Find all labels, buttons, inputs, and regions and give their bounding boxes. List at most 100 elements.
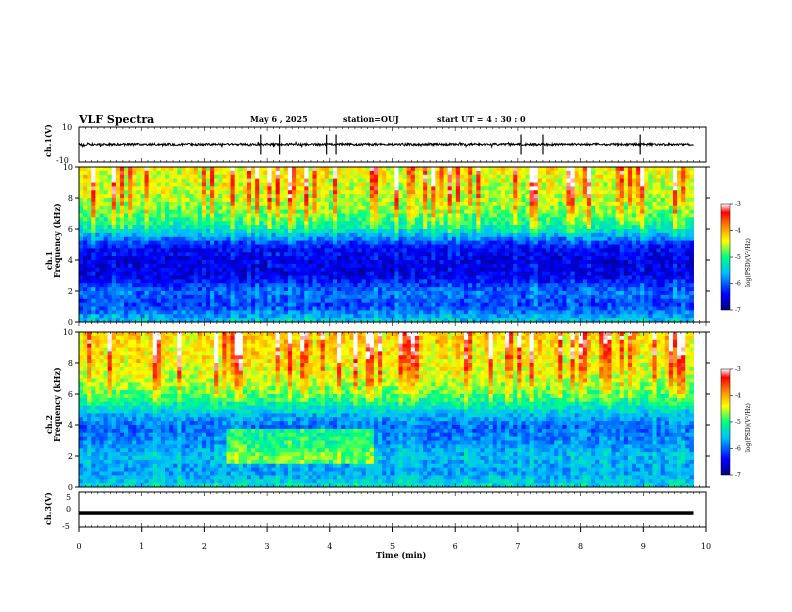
spec-cell [292,201,297,207]
spec-cell [517,287,522,292]
spec-cell [423,267,428,273]
spec-cell [79,263,84,269]
spec-cell [210,298,215,304]
spec-cell [95,167,100,172]
spec-cell [324,279,330,284]
spec-cell [480,252,486,257]
spec-cell [459,275,465,280]
spec-cell [128,236,133,242]
spec-cell [586,170,592,176]
spec-cell [521,229,527,234]
spec-cell [316,267,322,273]
spec-cell [439,217,445,222]
spec-cell [210,225,215,230]
spec-cell [468,267,473,273]
spec-cell [517,170,522,176]
spec-cell [218,236,223,242]
spec-cell [103,271,109,277]
spec-cell [79,217,84,222]
spec-cell [234,201,240,207]
spec-cell [144,291,150,296]
spec-cell [505,186,510,191]
spec-cell [513,178,518,184]
spec-cell [361,306,367,311]
spec-cell [410,174,416,180]
spec-cell [410,314,416,319]
spec-cell [148,201,154,207]
spec-cell [169,260,174,265]
spec-cell [468,240,473,246]
spec-cell [435,194,440,199]
spec-cell [476,209,481,215]
spec-cell [87,194,92,199]
spec-cell [472,275,477,280]
spec-cell [513,167,518,172]
spec-cell [439,190,445,195]
spec-cell [505,198,510,203]
spec-cell [201,209,207,215]
spec-cell [181,310,187,315]
spec-cell [152,170,158,176]
spec-cell [562,232,567,238]
spec-cell [320,209,326,215]
spec-cell [386,194,391,199]
spec-cell [259,170,264,176]
spec-cell [140,217,146,222]
spec-cell [148,302,154,308]
spec-cell [136,221,141,226]
spec-cell [373,198,379,203]
spec-cell [320,167,326,172]
station-label: station=OUJ [343,114,399,124]
spec-cell [332,271,338,277]
spec-cell [197,225,203,230]
spec-cell [251,236,256,242]
spec-cell [79,256,84,261]
spec-cell [246,186,252,191]
spec-cell [361,217,367,222]
spec-cell [103,294,109,300]
spec-cell [337,271,342,277]
spec-cell [341,310,346,315]
spec-cell [496,209,502,215]
spec-cell [165,306,170,311]
spec-cell [189,298,195,304]
spec-cell [390,170,395,176]
spec-cell [279,178,285,184]
spec-cell [529,201,535,207]
spec-cell [271,209,277,215]
spec-cell [435,167,440,172]
spec-cell [419,298,424,304]
spec-cell [214,205,219,211]
spec-cell [267,194,273,199]
spec-cell [177,167,182,172]
spec-cell [189,294,195,300]
spec-cell [218,306,223,311]
spec-cell [402,217,408,222]
spec-cell [554,170,559,176]
spec-cell [365,267,371,273]
spec-cell [140,244,146,249]
spec-cell [550,182,555,187]
spec-cell [132,310,137,315]
spec-cell [87,252,92,257]
spec-cell [189,213,195,218]
spec-cell [283,283,289,288]
spec-cell [537,190,543,195]
spec-cell [582,263,588,269]
spec-cell [312,167,318,172]
spec-cell [79,306,84,311]
spec-cell [505,221,510,226]
spec-cell [480,240,486,246]
spec-cell [533,287,539,292]
spec-cell [160,201,166,207]
spec-cell [459,256,465,261]
spec-cell [267,217,273,222]
spec-cell [324,205,330,211]
spec-cell [525,244,531,249]
spec-cell [181,198,187,203]
spec-cell [509,225,514,230]
spec-cell [566,186,572,191]
spec-cell [173,275,178,280]
spec-cell [87,248,92,253]
spec-cell [533,244,539,249]
